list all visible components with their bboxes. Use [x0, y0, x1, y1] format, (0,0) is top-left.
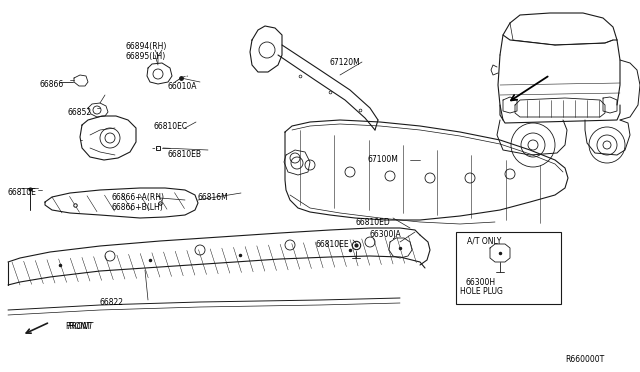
Text: R660000T: R660000T [565, 355, 604, 364]
Text: 66894(RH): 66894(RH) [125, 42, 166, 51]
Text: 66816M: 66816M [198, 193, 228, 202]
Text: 66895(LH): 66895(LH) [125, 52, 165, 61]
Text: 66300JA: 66300JA [370, 230, 402, 239]
Text: 66866+A(RH): 66866+A(RH) [112, 193, 165, 202]
Text: FRONT: FRONT [65, 322, 91, 331]
Text: HOLE PLUG: HOLE PLUG [460, 287, 503, 296]
Text: FRONT: FRONT [68, 322, 94, 331]
Text: 66866: 66866 [40, 80, 64, 89]
Bar [456, 232, 561, 304]
Text: 66810EE: 66810EE [315, 240, 349, 249]
Text: 67100M: 67100M [368, 155, 399, 164]
Text: 66810E: 66810E [8, 188, 37, 197]
Text: 66852: 66852 [68, 108, 92, 117]
Text: 66010A: 66010A [168, 82, 198, 91]
Text: 66810ED: 66810ED [355, 218, 390, 227]
Text: 66866+B(LH): 66866+B(LH) [112, 203, 164, 212]
Text: 66810EB: 66810EB [168, 150, 202, 159]
Text: 67120M: 67120M [330, 58, 361, 67]
Text: 66822: 66822 [100, 298, 124, 307]
Text: A/T ONLY: A/T ONLY [467, 237, 501, 246]
Text: 66300H: 66300H [465, 278, 495, 287]
Text: 66810EC: 66810EC [153, 122, 187, 131]
